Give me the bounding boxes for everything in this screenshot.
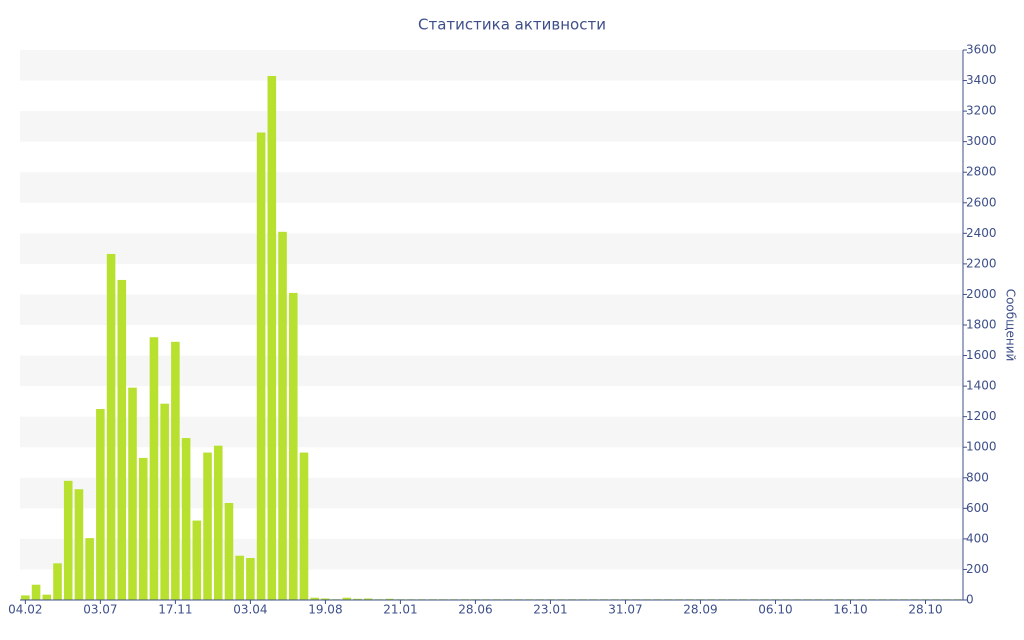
bar [213, 445, 223, 600]
bar [321, 598, 330, 600]
y-tick-label: 0 [966, 593, 974, 607]
x-tick-label: 28.09 [683, 603, 717, 617]
y-tick-label: 1600 [966, 348, 997, 362]
grid-band [20, 355, 963, 387]
bar [267, 75, 277, 600]
x-tick-label: 03.07 [83, 603, 117, 617]
y-tick-label: 600 [966, 501, 989, 515]
bar [278, 231, 287, 601]
grid-band [20, 50, 963, 81]
chart-title: Статистика активности [418, 16, 606, 34]
x-tick-label: 28.10 [908, 603, 942, 617]
bar [128, 387, 137, 600]
grid-band [20, 294, 963, 325]
bar [224, 502, 234, 600]
y-tick-label: 200 [966, 562, 989, 576]
y-tick-label: 1200 [966, 409, 997, 423]
bar [42, 594, 52, 600]
bar [138, 457, 148, 600]
y-tick-label: 2000 [966, 287, 997, 301]
x-tick-label: 28.06 [458, 603, 492, 617]
bar [235, 555, 244, 600]
x-tick-label: 21.01 [383, 603, 417, 617]
bar [299, 452, 309, 600]
y-tick-label: 2200 [966, 256, 997, 270]
grid-band [20, 233, 963, 264]
bar [85, 538, 94, 600]
bar [363, 598, 373, 600]
y-axis-label: Сообщений [1004, 289, 1018, 362]
y-tick-label: 3400 [966, 73, 997, 87]
grid [20, 50, 963, 570]
bar [385, 598, 394, 600]
bar [342, 597, 352, 600]
bar [310, 597, 319, 600]
y-tick-label: 1400 [966, 379, 997, 393]
x-tick-label: 31.07 [608, 603, 642, 617]
bar [106, 253, 116, 601]
y-tick-label: 2600 [966, 195, 997, 209]
x-tick-label: 06.10 [758, 603, 792, 617]
y-tick-label: 400 [966, 531, 989, 545]
bar [203, 452, 212, 600]
x-tick-label: 19.08 [308, 603, 342, 617]
grid-band [20, 172, 963, 203]
y-tick-label: 800 [966, 470, 989, 484]
bar [53, 563, 62, 600]
bar [63, 480, 73, 600]
x-tick-label: 23.01 [533, 603, 567, 617]
y-tick-label: 2800 [966, 165, 997, 179]
bar [256, 132, 266, 600]
x-tick-label: 03.04 [233, 603, 267, 617]
bar [160, 403, 169, 600]
grid-band [20, 111, 963, 142]
x-tick-label: 04.02 [8, 603, 42, 617]
bar [21, 595, 30, 600]
bar [246, 557, 255, 600]
y-tick-label: 1800 [966, 318, 997, 332]
bar [117, 279, 127, 600]
bar [353, 598, 362, 600]
bar [31, 584, 41, 600]
y-tick-label: 3200 [966, 104, 997, 118]
bar [96, 409, 105, 600]
y-tick-label: 1000 [966, 440, 997, 454]
y-tick-label: 3600 [966, 43, 997, 57]
bar [288, 292, 298, 600]
bar [171, 341, 180, 600]
bar [192, 520, 202, 600]
y-tick-label: 3000 [966, 134, 997, 148]
x-tick-label: 17.11 [158, 603, 192, 617]
bar [149, 337, 159, 600]
bar [74, 489, 84, 600]
x-tick-label: 16.10 [833, 603, 867, 617]
bar [181, 438, 191, 600]
y-tick-label: 2400 [966, 226, 997, 240]
